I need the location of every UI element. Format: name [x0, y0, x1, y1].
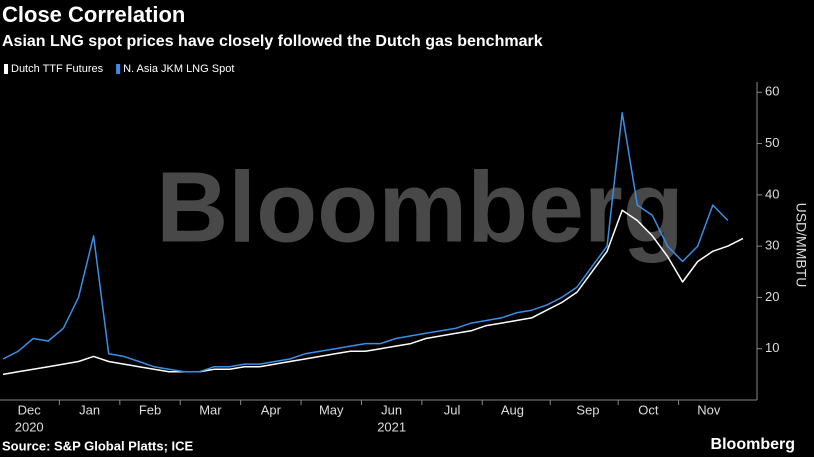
x-tick-label: Nov — [697, 402, 721, 417]
y-axis-label: USD/MMBTU — [793, 203, 809, 288]
y-tick-label: 60 — [765, 84, 779, 99]
legend-swatch — [4, 64, 8, 74]
watermark: Bloomberg — [156, 151, 684, 263]
chart-title: Close Correlation — [2, 2, 185, 27]
y-tick-label: 20 — [765, 289, 779, 304]
series-line — [2, 209, 744, 376]
series-line — [2, 112, 729, 373]
legend-label: N. Asia JKM LNG Spot — [123, 63, 234, 75]
year-label: 2021 — [377, 419, 406, 434]
x-tick-label: Jul — [444, 402, 461, 417]
x-tick-label: Dec — [18, 402, 42, 417]
source: Source: S&P Global Platts; ICE — [2, 438, 194, 453]
x-tick-label: Oct — [638, 402, 659, 417]
y-tick-label: 30 — [765, 238, 779, 253]
x-tick-label: Mar — [199, 402, 222, 417]
x-tick-label: Feb — [139, 402, 161, 417]
x-tick-label: Apr — [261, 402, 282, 417]
x-tick-label: May — [319, 402, 344, 417]
legend-swatch — [116, 64, 121, 74]
x-tick-label: Aug — [501, 402, 524, 417]
chart-subtitle: Asian LNG spot prices have closely follo… — [2, 33, 543, 50]
x-tick-label: Jun — [381, 402, 402, 417]
legend-label: Dutch TTF Futures — [11, 63, 104, 75]
y-tick-label: 10 — [765, 340, 779, 355]
logo: Bloomberg — [711, 436, 795, 453]
x-tick-label: Jan — [79, 402, 100, 417]
year-label: 2020 — [15, 419, 44, 434]
y-tick-label: 40 — [765, 186, 779, 201]
y-tick-label: 50 — [765, 135, 779, 150]
x-tick-label: Sep — [576, 402, 599, 417]
